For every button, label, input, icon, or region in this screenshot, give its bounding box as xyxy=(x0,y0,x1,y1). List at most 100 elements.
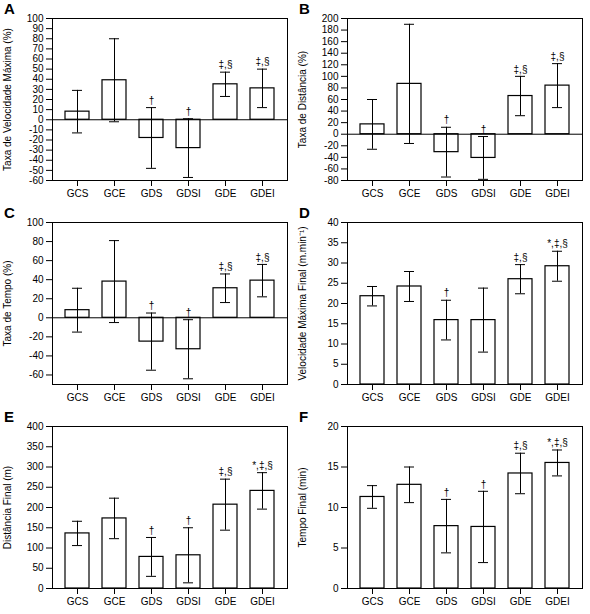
svg-text:300: 300 xyxy=(27,461,44,472)
svg-text:†: † xyxy=(149,95,155,106)
svg-text:40: 40 xyxy=(32,73,44,84)
svg-text:80: 80 xyxy=(32,236,44,247)
svg-text:160: 160 xyxy=(322,36,339,47)
svg-text:GDEI: GDEI xyxy=(250,596,274,607)
svg-text:†: † xyxy=(481,479,487,490)
svg-text:‡,§: ‡,§ xyxy=(514,440,528,451)
svg-text:‡,§: ‡,§ xyxy=(551,51,565,62)
svg-text:100: 100 xyxy=(27,13,44,24)
svg-text:GDS: GDS xyxy=(436,596,458,607)
svg-text:GDSI: GDSI xyxy=(471,188,495,199)
svg-text:†: † xyxy=(481,124,487,135)
svg-text:50: 50 xyxy=(32,63,44,74)
svg-text:GCE: GCE xyxy=(399,188,421,199)
svg-text:†: † xyxy=(444,487,450,498)
svg-text:400: 400 xyxy=(27,421,44,432)
svg-text:90: 90 xyxy=(32,23,44,34)
svg-text:‡,§: ‡,§ xyxy=(219,261,233,272)
svg-text:GDE: GDE xyxy=(510,596,532,607)
svg-text:GCE: GCE xyxy=(104,392,126,403)
svg-text:-20: -20 xyxy=(29,134,44,145)
svg-text:†: † xyxy=(149,300,155,311)
svg-text:GDE: GDE xyxy=(510,188,532,199)
svg-text:GCS: GCS xyxy=(362,188,384,199)
svg-text:GDE: GDE xyxy=(215,392,237,403)
svg-text:140: 140 xyxy=(322,47,339,58)
svg-text:70: 70 xyxy=(32,43,44,54)
svg-text:0: 0 xyxy=(333,379,339,390)
svg-text:GDSI: GDSI xyxy=(176,392,200,403)
svg-text:GDSI: GDSI xyxy=(176,188,200,199)
svg-text:150: 150 xyxy=(27,522,44,533)
svg-text:‡,§: ‡,§ xyxy=(256,56,270,67)
svg-text:‡,§: ‡,§ xyxy=(514,64,528,75)
svg-text:0: 0 xyxy=(38,114,44,125)
svg-text:*,‡,§: *,‡,§ xyxy=(252,460,273,471)
svg-text:-30: -30 xyxy=(29,144,44,155)
svg-text:0: 0 xyxy=(38,583,44,594)
svg-text:180: 180 xyxy=(322,24,339,35)
svg-text:GCS: GCS xyxy=(362,392,384,403)
svg-text:40: 40 xyxy=(327,217,339,228)
svg-text:-50: -50 xyxy=(29,165,44,176)
svg-text:Distância Final (m): Distância Final (m) xyxy=(2,466,13,549)
svg-text:GDE: GDE xyxy=(215,596,237,607)
svg-text:80: 80 xyxy=(32,33,44,44)
svg-text:GDSI: GDSI xyxy=(176,596,200,607)
svg-text:-40: -40 xyxy=(29,350,44,361)
svg-text:GDS: GDS xyxy=(141,596,163,607)
svg-text:†: † xyxy=(444,114,450,125)
svg-text:-40: -40 xyxy=(324,152,339,163)
svg-text:-60: -60 xyxy=(29,175,44,186)
svg-text:10: 10 xyxy=(327,338,339,349)
svg-text:100: 100 xyxy=(27,217,44,228)
svg-text:60: 60 xyxy=(32,53,44,64)
svg-text:Taxa de Velocidade Máxima (%): Taxa de Velocidade Máxima (%) xyxy=(2,28,13,171)
svg-text:250: 250 xyxy=(27,481,44,492)
svg-text:GCS: GCS xyxy=(67,392,89,403)
svg-text:20: 20 xyxy=(327,298,339,309)
svg-text:0: 0 xyxy=(333,583,339,594)
svg-text:50: 50 xyxy=(32,562,44,573)
svg-text:Taxa de Tempo (%): Taxa de Tempo (%) xyxy=(2,261,13,347)
svg-text:0: 0 xyxy=(333,128,339,139)
svg-text:-20: -20 xyxy=(29,331,44,342)
svg-text:20: 20 xyxy=(32,94,44,105)
svg-text:GDS: GDS xyxy=(436,392,458,403)
svg-text:40: 40 xyxy=(32,274,44,285)
svg-text:0: 0 xyxy=(38,312,44,323)
svg-text:GDE: GDE xyxy=(215,188,237,199)
svg-text:10: 10 xyxy=(327,502,339,513)
svg-text:120: 120 xyxy=(322,59,339,70)
svg-text:60: 60 xyxy=(32,255,44,266)
svg-text:†: † xyxy=(186,106,192,117)
svg-text:Taxa de Distância (%): Taxa de Distância (%) xyxy=(297,51,308,148)
svg-text:GDS: GDS xyxy=(141,188,163,199)
svg-text:GDS: GDS xyxy=(436,188,458,199)
svg-text:GDEI: GDEI xyxy=(250,392,274,403)
svg-text:‡,§: ‡,§ xyxy=(514,252,528,263)
svg-text:20: 20 xyxy=(327,421,339,432)
svg-text:-40: -40 xyxy=(29,154,44,165)
svg-text:200: 200 xyxy=(322,13,339,24)
svg-text:†: † xyxy=(186,307,192,318)
svg-text:GCE: GCE xyxy=(104,596,126,607)
svg-text:GDEI: GDEI xyxy=(545,392,569,403)
svg-text:‡,§: ‡,§ xyxy=(256,252,270,263)
svg-text:30: 30 xyxy=(327,257,339,268)
svg-text:‡,§: ‡,§ xyxy=(219,59,233,70)
svg-text:80: 80 xyxy=(327,82,339,93)
svg-text:20: 20 xyxy=(32,293,44,304)
svg-text:15: 15 xyxy=(327,461,339,472)
svg-text:-60: -60 xyxy=(324,163,339,174)
svg-text:GDE: GDE xyxy=(510,392,532,403)
svg-text:40: 40 xyxy=(327,105,339,116)
svg-text:20: 20 xyxy=(327,117,339,128)
svg-text:-60: -60 xyxy=(29,369,44,380)
svg-text:60: 60 xyxy=(327,94,339,105)
svg-text:Velocidade Máxima Final (m.min: Velocidade Máxima Final (m.min⁻¹) xyxy=(297,226,308,380)
svg-text:100: 100 xyxy=(322,71,339,82)
svg-text:GCE: GCE xyxy=(399,596,421,607)
svg-text:5: 5 xyxy=(333,542,339,553)
svg-text:‡,§: ‡,§ xyxy=(219,466,233,477)
